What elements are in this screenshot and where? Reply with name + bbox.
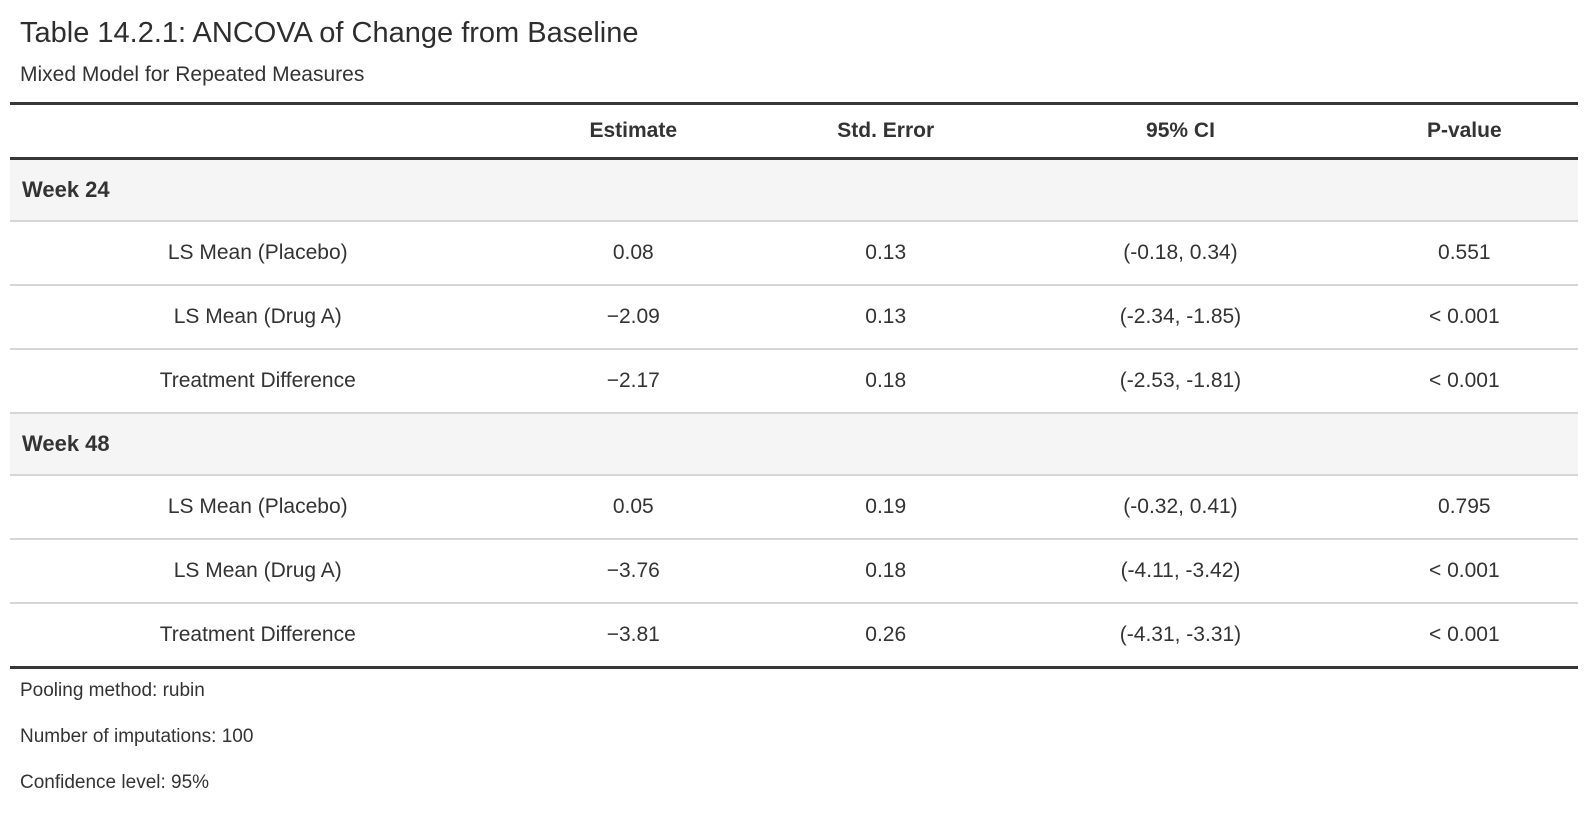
std-error-cell: 0.13: [761, 285, 1011, 351]
group-label: Week 48: [10, 413, 1578, 477]
estimate-cell: −3.76: [505, 539, 762, 605]
column-header-estimate: Estimate: [505, 103, 762, 161]
page-subtitle: Mixed Model for Repeated Measures: [20, 63, 365, 87]
row-label-cell: Treatment Difference: [10, 603, 506, 670]
row-label-cell: LS Mean (Placebo): [10, 221, 506, 287]
p-value-cell: 0.551: [1350, 221, 1578, 287]
table-heading: Table 14.2.1: ANCOVA of Change from Base…: [10, 0, 1578, 88]
row-label-cell: Treatment Difference: [10, 349, 506, 415]
ci-cell: (-4.31, -3.31): [1010, 603, 1351, 670]
column-header-p-value: P-value: [1350, 103, 1578, 161]
std-error-cell: 0.26: [761, 603, 1011, 670]
ci-cell: (-4.11, -3.42): [1010, 539, 1351, 605]
estimate-cell: −3.81: [505, 603, 762, 670]
estimate-cell: 0.05: [505, 475, 762, 541]
group-row-week-48: Week 48: [10, 413, 1578, 477]
column-header-ci: 95% CI: [1010, 103, 1351, 161]
table-body: Week 24 LS Mean (Placebo) 0.08 0.13 (-0.…: [10, 158, 1578, 670]
table-row: Treatment Difference −3.81 0.26 (-4.31, …: [10, 603, 1578, 670]
std-error-cell: 0.13: [761, 221, 1011, 287]
table-row: Treatment Difference −2.17 0.18 (-2.53, …: [10, 349, 1578, 415]
ci-cell: (-0.18, 0.34): [1010, 221, 1351, 287]
std-error-cell: 0.18: [761, 349, 1011, 415]
results-table: Estimate Std. Error 95% CI P-value Week …: [10, 102, 1578, 670]
table-row: LS Mean (Placebo) 0.05 0.19 (-0.32, 0.41…: [10, 475, 1578, 541]
table-footnotes: Pooling method: rubin Number of imputati…: [10, 669, 1578, 795]
table-row: LS Mean (Drug A) −3.76 0.18 (-4.11, -3.4…: [10, 539, 1578, 605]
p-value-cell: < 0.001: [1350, 285, 1578, 351]
group-label: Week 24: [10, 158, 1578, 223]
group-row-week-24: Week 24: [10, 158, 1578, 223]
estimate-cell: −2.17: [505, 349, 762, 415]
std-error-cell: 0.18: [761, 539, 1011, 605]
footnote-confidence-level: Confidence level: 95%: [20, 771, 210, 793]
table-header: Estimate Std. Error 95% CI P-value: [10, 103, 1578, 161]
ci-cell: (-0.32, 0.41): [1010, 475, 1351, 541]
footnote-pooling-method: Pooling method: rubin: [20, 680, 205, 702]
p-value-cell: < 0.001: [1350, 349, 1578, 415]
report-page: Table 14.2.1: ANCOVA of Change from Base…: [10, 0, 1578, 795]
estimate-cell: 0.08: [505, 221, 762, 287]
footnote-imputations: Number of imputations: 100: [20, 726, 254, 748]
p-value-cell: < 0.001: [1350, 603, 1578, 670]
p-value-cell: < 0.001: [1350, 539, 1578, 605]
header-row: Estimate Std. Error 95% CI P-value: [10, 103, 1578, 161]
p-value-cell: 0.795: [1350, 475, 1578, 541]
column-header-std-error: Std. Error: [761, 103, 1011, 161]
row-label-cell: LS Mean (Placebo): [10, 475, 506, 541]
table-row: LS Mean (Placebo) 0.08 0.13 (-0.18, 0.34…: [10, 221, 1578, 287]
estimate-cell: −2.09: [505, 285, 762, 351]
ci-cell: (-2.53, -1.81): [1010, 349, 1351, 415]
row-label-cell: LS Mean (Drug A): [10, 285, 506, 351]
row-label-cell: LS Mean (Drug A): [10, 539, 506, 605]
ci-cell: (-2.34, -1.85): [1010, 285, 1351, 351]
table-row: LS Mean (Drug A) −2.09 0.13 (-2.34, -1.8…: [10, 285, 1578, 351]
std-error-cell: 0.19: [761, 475, 1011, 541]
column-header-stub: [10, 103, 506, 161]
page-title: Table 14.2.1: ANCOVA of Change from Base…: [20, 17, 639, 49]
